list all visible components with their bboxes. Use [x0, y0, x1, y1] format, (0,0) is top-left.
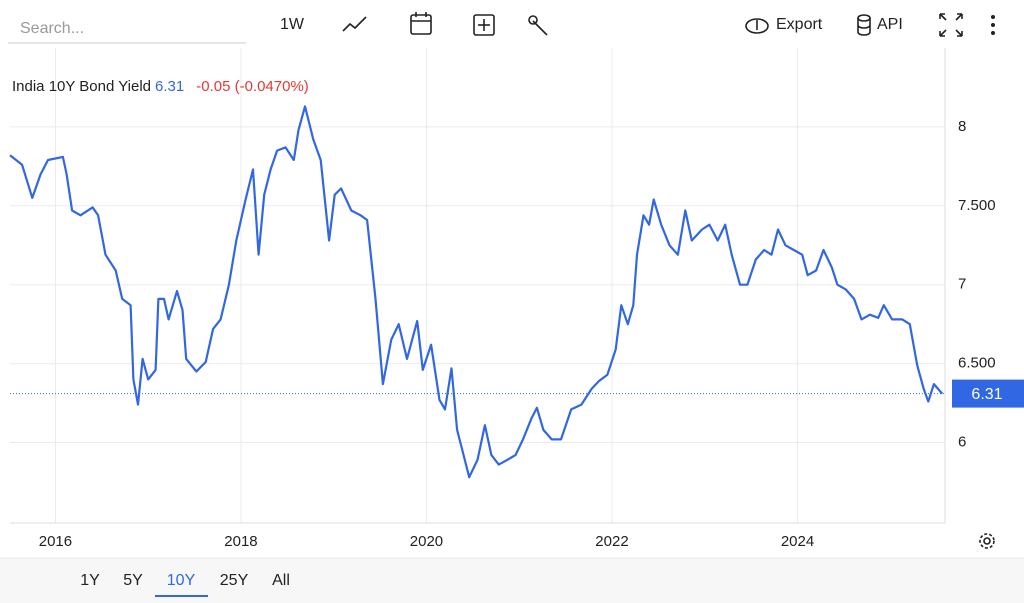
settings-wrench-icon[interactable] — [528, 15, 548, 36]
legend-value: 6.31 — [155, 78, 184, 95]
x-tick-label: 2020 — [410, 533, 443, 550]
x-tick-label: 2016 — [39, 533, 72, 550]
range-button[interactable]: 10Y — [167, 572, 196, 589]
y-tick-label: 8 — [958, 118, 966, 135]
interval-button[interactable]: 1W — [280, 16, 305, 33]
range-active-underline — [155, 595, 208, 597]
settings-gear-icon[interactable] — [979, 533, 995, 549]
last-value-label: 6.31 — [971, 386, 1002, 403]
range-bar — [0, 559, 1024, 603]
legend-title: India 10Y Bond Yield — [12, 78, 151, 95]
range-button[interactable]: 5Y — [123, 572, 143, 589]
menu-icon[interactable] — [991, 15, 995, 35]
x-tick-label: 2022 — [595, 533, 628, 550]
api-button[interactable]: API — [877, 16, 903, 33]
y-tick-label: 6 — [958, 433, 966, 450]
y-tick-label: 7.500 — [958, 197, 996, 214]
range-button[interactable]: 1Y — [80, 572, 100, 589]
fullscreen-icon[interactable] — [939, 13, 963, 37]
export-button[interactable]: Export — [776, 16, 823, 33]
x-tick-label: 2024 — [781, 533, 814, 550]
x-tick-label: 2018 — [224, 533, 257, 550]
plot-area — [9, 48, 945, 523]
series-line — [9, 105, 944, 479]
search-box[interactable]: Search... — [20, 20, 84, 37]
calendar-icon[interactable] — [410, 12, 432, 35]
y-tick-label: 6.500 — [958, 355, 996, 372]
range-button[interactable]: All — [272, 572, 290, 589]
api-icon[interactable] — [857, 14, 871, 36]
range-button[interactable]: 25Y — [220, 572, 249, 589]
export-icon[interactable] — [745, 18, 769, 34]
legend-change: -0.05 (-0.0470%) — [196, 78, 309, 95]
chart-type-icon[interactable] — [342, 16, 367, 32]
y-tick-label: 7 — [958, 276, 966, 293]
compare-icon[interactable] — [473, 14, 495, 36]
last-value-badge — [952, 379, 1024, 408]
